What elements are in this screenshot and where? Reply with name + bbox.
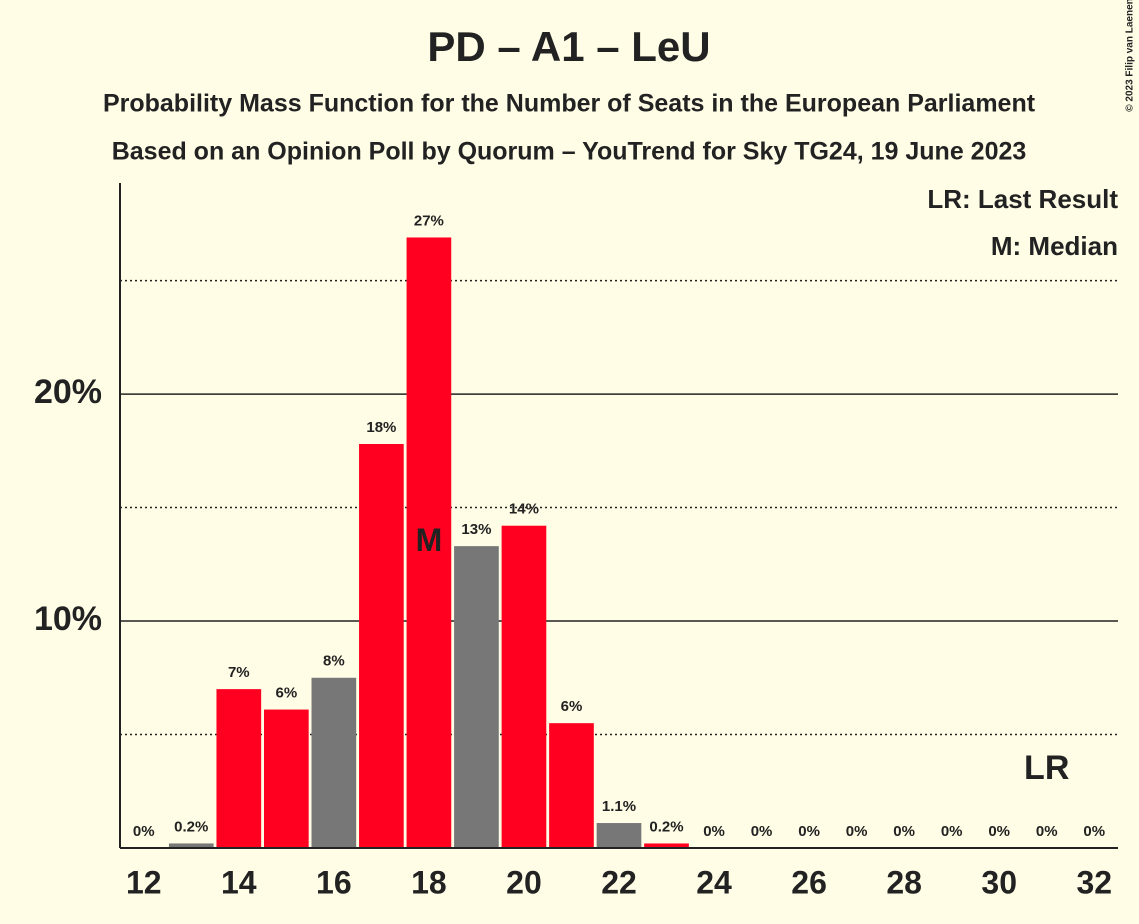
value-label: 0%: [798, 823, 820, 840]
value-label: 27%: [414, 212, 444, 229]
x-tick-label: 28: [886, 864, 922, 900]
value-label: 0%: [703, 823, 725, 840]
value-label: 0%: [1036, 823, 1058, 840]
value-label: 0%: [1083, 823, 1105, 840]
value-label: 18%: [366, 419, 396, 436]
bar: [311, 677, 357, 848]
bar: [216, 689, 262, 848]
x-tick-label: 32: [1076, 864, 1112, 900]
y-tick-label: 10%: [34, 600, 102, 638]
y-tick-label: 20%: [34, 373, 102, 411]
value-label: 0.2%: [174, 818, 208, 835]
value-label: 0%: [751, 823, 773, 840]
x-tick-label: 18: [411, 864, 447, 900]
value-label: 6%: [275, 685, 297, 702]
x-tick-label: 22: [601, 864, 637, 900]
x-tick-label: 20: [506, 864, 542, 900]
value-label: 0%: [133, 823, 155, 840]
value-label: 6%: [561, 698, 583, 715]
x-tick-label: 30: [981, 864, 1017, 900]
value-label: 8%: [323, 653, 345, 670]
bar: [549, 723, 594, 848]
x-tick-label: 26: [791, 864, 827, 900]
value-label: 0%: [846, 823, 868, 840]
annotation: LR: [1024, 749, 1069, 787]
annotation: M: [416, 522, 443, 558]
bar: [644, 843, 689, 848]
x-tick-label: 12: [126, 864, 162, 900]
value-label: 14%: [509, 501, 539, 518]
value-label: 7%: [228, 664, 250, 681]
copyright: © 2023 Filip van Laenen: [1125, 0, 1136, 112]
legend-entry: LR: Last Result: [927, 184, 1118, 214]
value-label: 0.2%: [649, 818, 683, 835]
bar: [596, 823, 642, 848]
value-label: 0%: [941, 823, 963, 840]
bar: [168, 843, 214, 848]
x-tick-label: 14: [221, 864, 257, 900]
x-tick-label: 24: [696, 864, 732, 900]
bar: [501, 525, 547, 848]
value-label: 13%: [461, 521, 491, 538]
chart-subtitle: Probability Mass Function for the Number…: [103, 90, 1036, 118]
bar: [263, 709, 309, 848]
value-label: 0%: [893, 823, 915, 840]
legend-entry: M: Median: [991, 231, 1118, 261]
chart-subtitle: Based on an Opinion Poll by Quorum – You…: [112, 138, 1027, 166]
bar: [454, 546, 499, 848]
bar: [406, 237, 452, 848]
chart-title: PD – A1 – LeU: [427, 23, 710, 70]
value-label: 0%: [988, 823, 1010, 840]
x-tick-label: 16: [316, 864, 352, 900]
bar: [359, 444, 404, 848]
value-label: 1.1%: [602, 798, 636, 815]
